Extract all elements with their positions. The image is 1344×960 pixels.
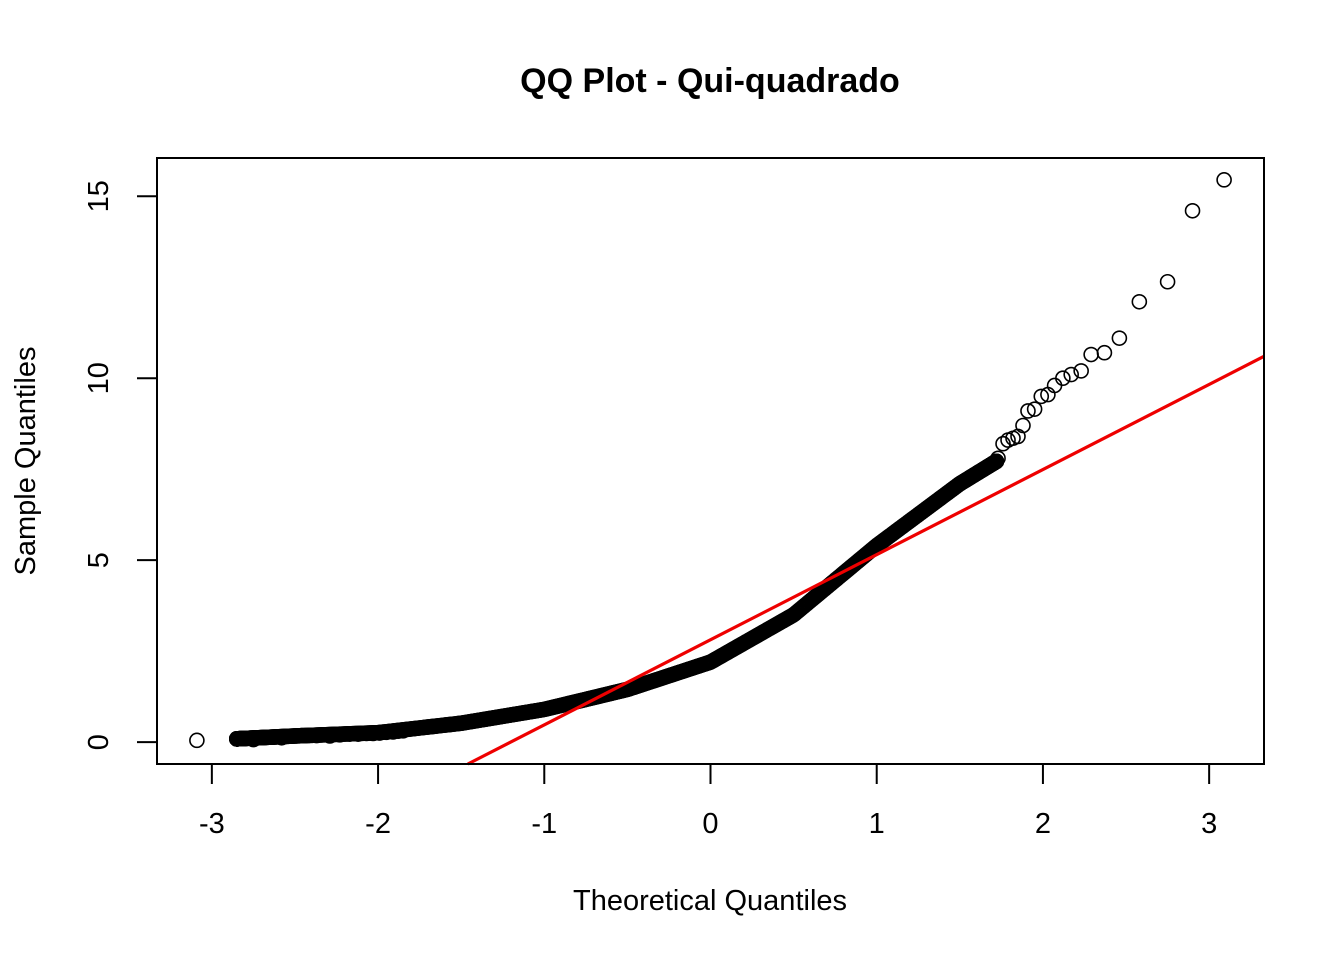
data-point (988, 453, 1005, 470)
data-point (1159, 273, 1176, 290)
data-points (189, 172, 1232, 749)
data-point (1111, 330, 1128, 346)
y-axis-label: Sample Quantiles (10, 347, 42, 576)
x-tick-label: -3 (199, 808, 225, 840)
data-point (1096, 344, 1113, 361)
y-tick-label: 5 (83, 552, 115, 568)
chart-title: QQ Plot - Qui-quadrado (520, 62, 900, 100)
data-point (1015, 417, 1031, 434)
y-tick-label: 15 (83, 180, 115, 212)
data-point (189, 732, 205, 749)
data-point (995, 435, 1011, 452)
y-tick-label: 0 (83, 734, 115, 750)
x-tick-label: 1 (869, 808, 885, 840)
data-point (1055, 370, 1071, 387)
x-tick-label: 0 (702, 808, 718, 840)
data-point (1033, 388, 1050, 405)
data-point (1073, 363, 1089, 379)
reference-line (467, 354, 1265, 766)
data-point (1131, 293, 1148, 310)
y-axis: 0 5 10 15 (83, 180, 157, 750)
data-point (1216, 172, 1232, 188)
x-tick-label: 3 (1201, 808, 1217, 840)
plot-frame (156, 157, 1265, 765)
x-tick-label: -2 (365, 808, 391, 840)
x-tick-label: -1 (531, 808, 557, 840)
data-point (1083, 346, 1099, 363)
data-point (1184, 202, 1201, 219)
data-point (1063, 366, 1079, 383)
data-point (1046, 377, 1063, 394)
x-axis-label: Theoretical Quantiles (573, 885, 847, 917)
data-point (1026, 401, 1043, 417)
y-tick-label: 10 (83, 362, 115, 394)
x-axis: -3 -2 -1 0 1 2 3 (199, 764, 1217, 840)
x-tick-label: 2 (1035, 808, 1051, 840)
data-point (1020, 403, 1036, 419)
